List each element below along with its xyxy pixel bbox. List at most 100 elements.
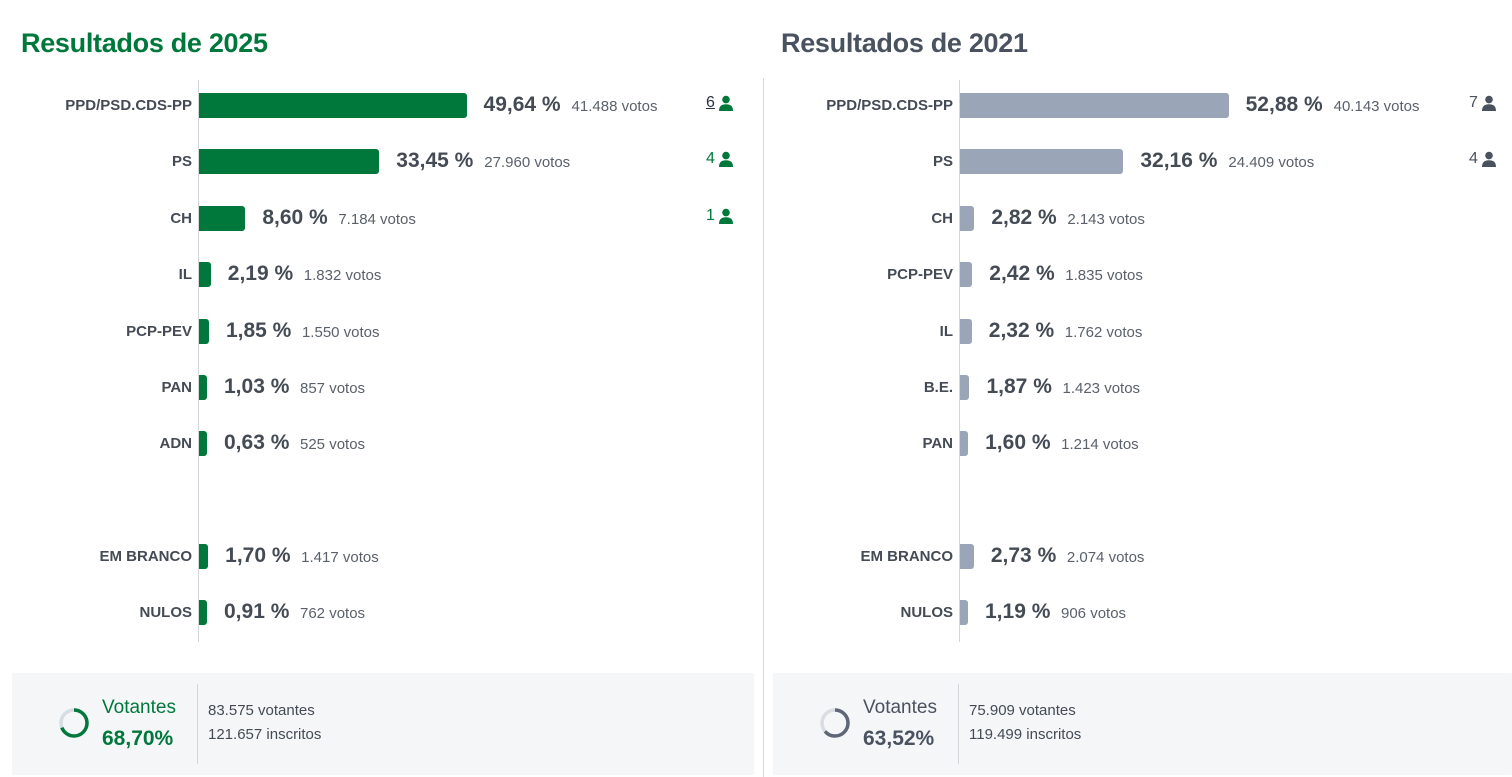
result-bar: [960, 375, 970, 400]
turnout-registered: 119.499 inscritos: [969, 726, 1082, 743]
percentage-label: 0,91 %: [224, 600, 290, 623]
results-2021-axis-line: [959, 80, 960, 642]
percentage-label: 1,60 %: [985, 431, 1051, 454]
party-label: B.E.: [923, 379, 953, 396]
party-label: PPD/PSD.CDS-PP: [65, 97, 192, 114]
party-row: CH 2,82 % 2.143 votos: [765, 206, 1512, 232]
result-bar: [960, 262, 973, 287]
votes-label: 1.417 votos: [301, 549, 379, 566]
person-icon: [1481, 95, 1496, 111]
party-label: PS: [932, 153, 953, 170]
votes-label: 1.423 votos: [1062, 380, 1141, 397]
result-bar: [960, 206, 975, 231]
result-bar: [960, 600, 968, 625]
percentage-label: 8,60 %: [262, 206, 328, 229]
party-label: CH: [931, 210, 953, 227]
seats-count: 4: [706, 150, 734, 168]
percentage-label: 2,19 %: [227, 262, 294, 285]
party-label: PAN: [161, 379, 192, 396]
result-bar: [199, 206, 246, 231]
votes-label: 27.960 votos: [484, 154, 571, 171]
result-bar: [960, 93, 1229, 118]
person-icon: [1481, 151, 1496, 167]
results-2025-title: Resultados de 2025: [21, 28, 268, 58]
results-2025-chart: PPD/PSD.CDS-PP 49,64 % 41.488 votos 6 PS 33,4…: [0, 0, 762, 660]
party-row: NULOS 1,19 % 906 votos: [765, 600, 1512, 626]
party-row: EM BRANCO 1,70 % 1.417 votos: [0, 544, 762, 570]
results-2025-axis-line: [198, 80, 199, 642]
percentage-label: 1,03 %: [224, 375, 290, 398]
party-row: PPD/PSD.CDS-PP 52,88 % 40.143 votos 7: [765, 93, 1512, 119]
result-bar: [199, 93, 467, 118]
percentage-label: 32,16 %: [1140, 149, 1218, 172]
percentage-label: 1,70 %: [225, 544, 291, 567]
percentage-label: 52,88 %: [1245, 93, 1323, 116]
votes-label: 1.762 votos: [1064, 324, 1143, 341]
party-label: CH: [170, 210, 192, 227]
seats-count[interactable]: 6: [706, 94, 734, 112]
votes-label: 24.409 votos: [1228, 154, 1315, 171]
turnout-2021-box: Votantes 63,52% 75.909 votantes 119.499 …: [773, 673, 1512, 775]
percentage-label: 33,45 %: [396, 149, 474, 172]
percentage-label: 49,64 %: [483, 93, 561, 116]
percentage-label: 2,73 %: [990, 544, 1057, 567]
party-row: PPD/PSD.CDS-PP 49,64 % 41.488 votos 6: [0, 93, 762, 119]
party-label: NULOS: [139, 604, 193, 621]
party-row: PS 33,45 % 27.960 votos 4: [0, 149, 762, 175]
turnout-percentage: 68,70%: [102, 727, 174, 750]
party-label: NULOS: [900, 604, 954, 621]
result-bar: [960, 149, 1124, 174]
party-label: IL: [178, 266, 192, 283]
votes-label: 2.074 votos: [1066, 549, 1145, 566]
party-label: EM BRANCO: [860, 548, 954, 565]
party-label: PCP-PEV: [126, 323, 192, 340]
seats-number: 1: [706, 207, 715, 224]
party-label: EM BRANCO: [99, 548, 193, 565]
party-row: PS 32,16 % 24.409 votos 4: [765, 149, 1512, 175]
votes-label: 762 votos: [300, 605, 366, 622]
party-row: CH 8,60 % 7.184 votos 1: [0, 206, 762, 232]
result-bar: [199, 600, 207, 625]
turnout-label: Votantes: [102, 697, 176, 718]
party-label: PPD/PSD.CDS-PP: [826, 97, 953, 114]
votes-label: 1.835 votos: [1065, 267, 1143, 284]
percentage-label: 1,85 %: [225, 319, 292, 342]
percentage-label: 1,19 %: [985, 600, 1051, 623]
party-label: ADN: [159, 435, 193, 452]
votes-label: 7.184 votos: [338, 211, 416, 228]
person-icon: [718, 151, 733, 167]
seats-number: 7: [1469, 94, 1478, 111]
result-bar: [199, 544, 209, 569]
turnout-registered: 121.657 inscritos: [208, 726, 322, 743]
party-row: ADN 0,63 % 525 votos: [0, 431, 762, 457]
turnout-divider: [197, 684, 198, 764]
seats-count: 4: [1469, 150, 1497, 168]
party-row: IL 2,19 % 1.832 votos: [0, 262, 762, 288]
result-bar: [960, 431, 969, 456]
ring-progress: [59, 708, 89, 738]
party-row: PCP-PEV 2,42 % 1.835 votos: [765, 262, 1512, 288]
turnout-divider: [958, 684, 959, 764]
turnout-2025-box: Votantes 68,70% 83.575 votantes 121.657 …: [12, 673, 754, 775]
result-bar: [199, 149, 380, 174]
result-bar: [199, 431, 207, 456]
percentage-label: 2,42 %: [989, 262, 1055, 285]
party-label: PCP-PEV: [887, 266, 953, 283]
turnout-voters: 75.909 votantes: [969, 702, 1076, 719]
votes-label: 41.488 votos: [571, 98, 658, 115]
party-label: PS: [171, 153, 192, 170]
percentage-label: 0,63 %: [224, 431, 290, 454]
seats-number: 4: [706, 150, 715, 167]
person-icon: [718, 95, 733, 111]
results-2021-title: Resultados de 2021: [781, 28, 1028, 58]
result-bar: [960, 544, 974, 569]
results-2021-panel: Resultados de 2021 PPD/PSD.CDS-PP 52,88 %…: [765, 0, 1512, 777]
votes-label: 1.550 votos: [301, 324, 380, 341]
percentage-label: 1,87 %: [986, 375, 1052, 398]
result-bar: [199, 375, 207, 400]
results-2021-chart: PPD/PSD.CDS-PP 52,88 % 40.143 votos 7 PS 32,1…: [765, 0, 1512, 660]
party-row: IL 2,32 % 1.762 votos: [765, 319, 1512, 345]
party-row: EM BRANCO 2,73 % 2.074 votos: [765, 544, 1512, 570]
turnout-percentage: 63,52%: [863, 727, 935, 750]
seats-number[interactable]: 6: [706, 94, 715, 111]
